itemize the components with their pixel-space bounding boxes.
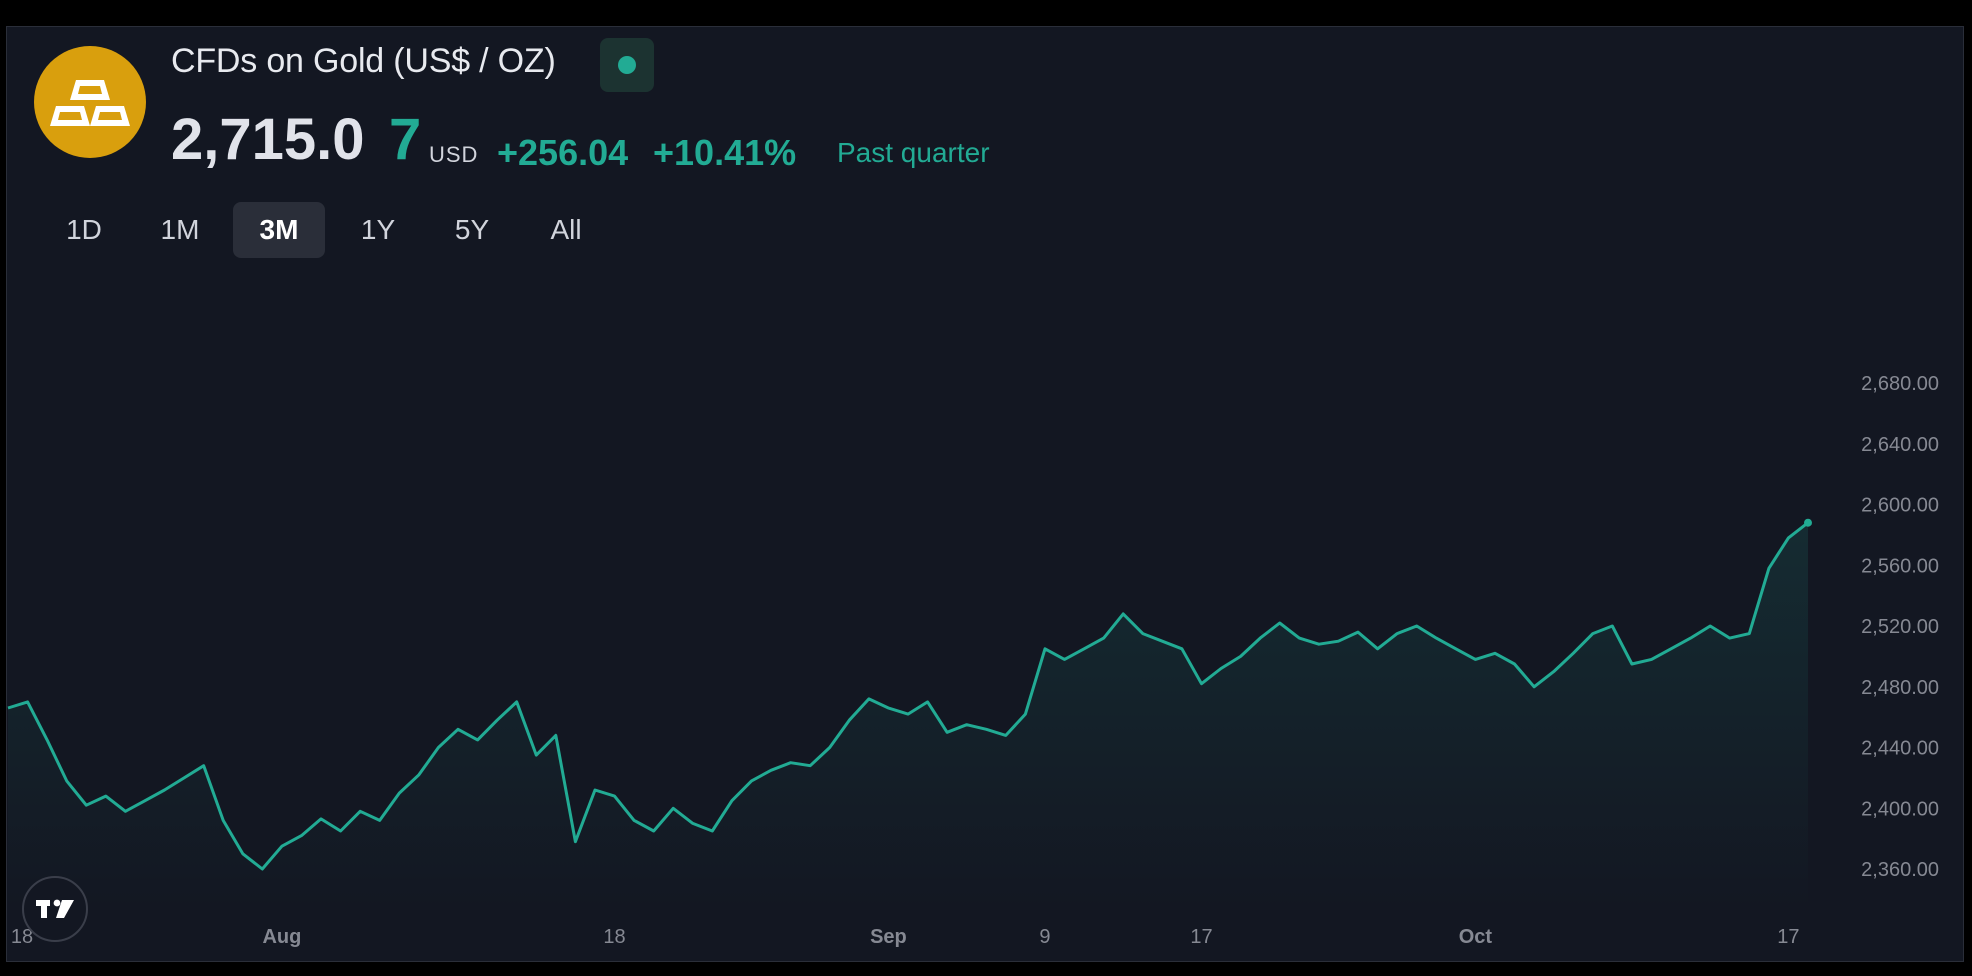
x-tick-label: Sep: [870, 926, 907, 948]
price-area-fill: [8, 522, 1808, 909]
x-tick-label: 9: [1039, 926, 1050, 948]
gold-bars-icon: [34, 46, 146, 158]
x-tick-label: 17: [1190, 926, 1212, 948]
market-status-indicator[interactable]: [600, 38, 654, 92]
tab-1m[interactable]: 1M: [160, 214, 200, 245]
tab-1y[interactable]: 1Y: [360, 214, 396, 245]
price-value: 2,715.0: [171, 107, 365, 172]
x-tick-label: 18: [11, 926, 33, 948]
y-tick-label: 2,680.00: [1861, 373, 1939, 395]
y-tick-label: 2,600.00: [1861, 495, 1939, 517]
price-line: [7, 521, 1809, 871]
tab-all[interactable]: All: [550, 214, 582, 245]
price-last-digit: 7: [389, 107, 422, 172]
y-tick-label: 2,480.00: [1861, 677, 1939, 699]
x-tick-label: 17: [1777, 926, 1799, 948]
price-currency: USD: [429, 142, 479, 167]
y-tick-label: 2,640.00: [1861, 434, 1939, 456]
x-tick-label: Oct: [1459, 926, 1493, 948]
tab-1d[interactable]: 1D: [66, 214, 102, 245]
y-tick-label: 2,520.00: [1861, 616, 1939, 638]
status-dot-icon: [618, 56, 636, 74]
tab-3m[interactable]: 3M: [233, 202, 325, 258]
y-tick-label: 2,560.00: [1861, 555, 1939, 577]
y-tick-label: 2,440.00: [1861, 738, 1939, 760]
y-tick-label: 2,360.00: [1861, 859, 1939, 881]
x-tick-label: Aug: [262, 926, 301, 948]
instrument-title: CFDs on Gold (US$ / OZ): [171, 42, 556, 80]
price-change-absolute: +256.04: [497, 132, 629, 173]
price-change-percent: +10.41%: [653, 132, 797, 173]
change-period-label: Past quarter: [837, 137, 990, 168]
x-tick-label: 18: [603, 926, 625, 948]
last-price-dot: [1804, 518, 1812, 527]
tab-5y[interactable]: 5Y: [454, 214, 490, 245]
tradingview-logo-icon[interactable]: [22, 876, 88, 942]
y-tick-label: 2,400.00: [1861, 798, 1939, 820]
